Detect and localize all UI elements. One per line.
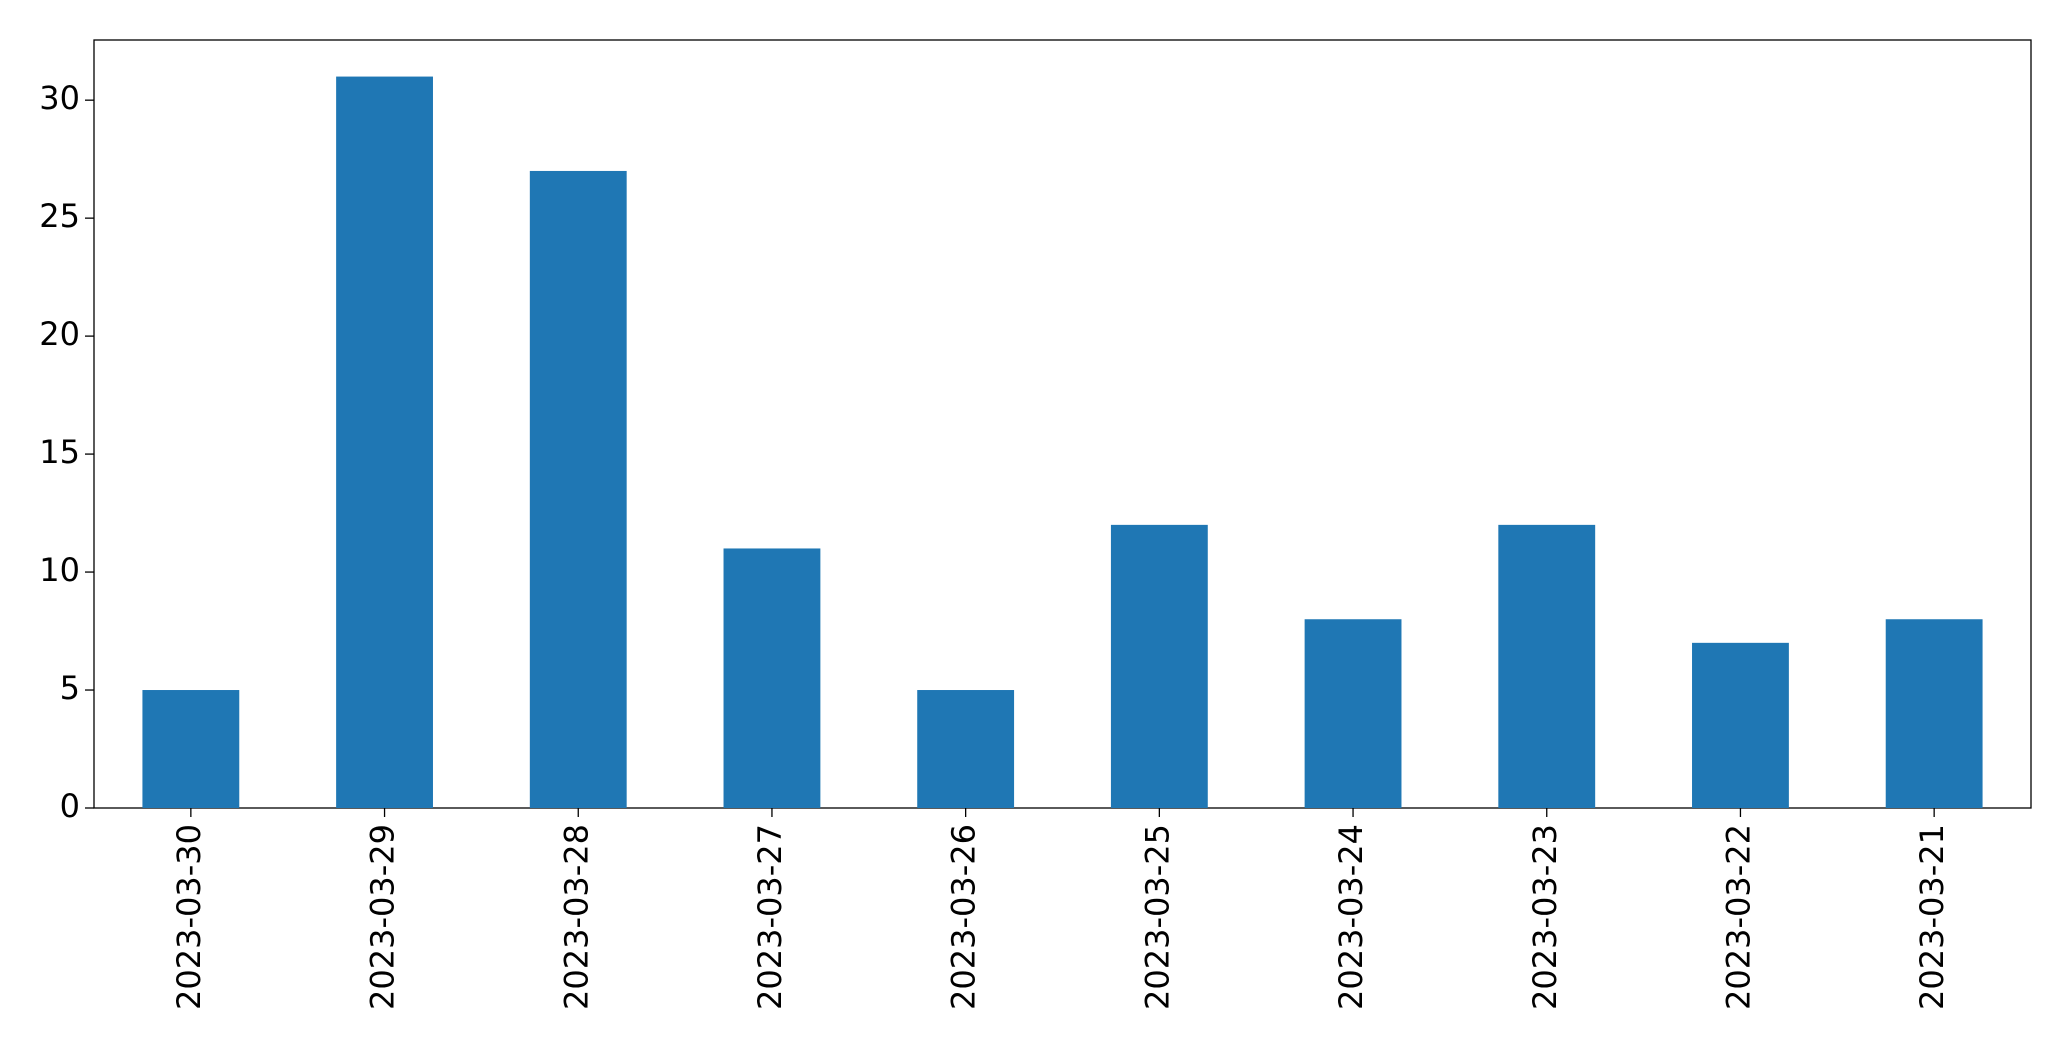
- x-tick-label: 2023-03-22: [1719, 824, 1757, 1010]
- bar: [1885, 619, 1983, 808]
- x-tick-label: 2023-03-26: [945, 824, 983, 1010]
- bar: [1692, 642, 1789, 808]
- bar: [529, 170, 627, 808]
- x-tick-label: 2023-03-29: [364, 824, 402, 1010]
- y-tick-label: 15: [39, 433, 80, 471]
- x-tick-label: 2023-03-23: [1526, 824, 1564, 1010]
- y-tick-label: 0: [60, 787, 80, 825]
- x-tick-label: 2023-03-24: [1332, 824, 1370, 1010]
- y-tick-label: 30: [39, 79, 80, 117]
- bar: [1110, 524, 1208, 808]
- y-tick-label: 25: [39, 197, 80, 235]
- bar: [336, 76, 433, 809]
- x-tick-label: 2023-03-28: [557, 824, 595, 1010]
- bar: [142, 690, 240, 808]
- x-tick-label: 2023-03-25: [1138, 824, 1176, 1010]
- bar: [723, 548, 821, 808]
- bar: [1498, 524, 1596, 808]
- bar: [1304, 619, 1402, 808]
- x-tick-label: 2023-03-21: [1913, 824, 1951, 1010]
- y-tick-label: 10: [39, 551, 80, 589]
- y-tick-label: 20: [39, 315, 80, 353]
- bar: [917, 690, 1015, 808]
- y-tick-label: 5: [60, 669, 80, 707]
- x-tick-label: 2023-03-27: [751, 824, 789, 1010]
- axes-frame: [93, 39, 2032, 809]
- x-tick-label: 2023-03-30: [170, 824, 208, 1010]
